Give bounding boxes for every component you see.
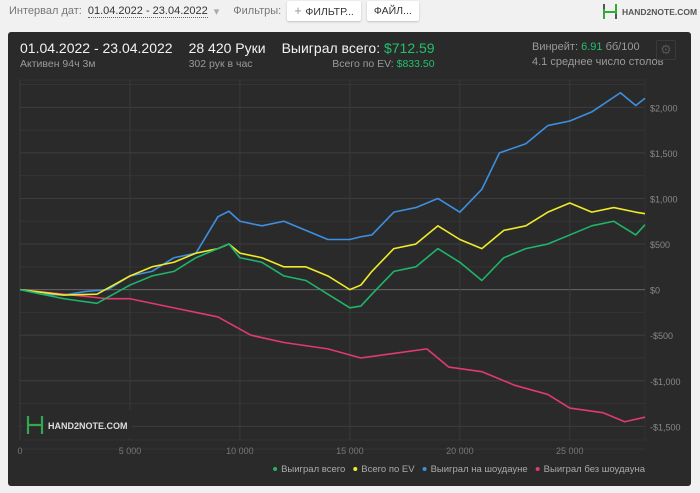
y-tick-label: $0 (650, 286, 660, 296)
chart: -$1,500 -$1,000 -$500 $0 $500 $1,000 $1,500 $2,… (17, 79, 681, 475)
x-tick-label: 25 000 (556, 446, 584, 456)
winrate-unit: бб/100 (605, 41, 640, 53)
hands-block: 28 420 Руки 302 рук в час (189, 40, 266, 70)
y-tick-label: $2,000 (650, 103, 678, 113)
hands-count: 28 420 Руки (188, 40, 266, 56)
ev-total: Всего по EV: $833.50 (332, 58, 434, 70)
legend-marker (273, 467, 278, 471)
series-line (19, 288, 646, 423)
won-total: Выиграл всего: $712.59 (282, 40, 435, 56)
summary-row: 01.04.2022 - 23.04.2022 Активен 94ч 3м 2… (20, 40, 435, 70)
legend-item-label: Выиграл без шоудауна (544, 464, 646, 475)
legend-marker (535, 467, 540, 471)
y-tick-label: $500 (650, 240, 670, 250)
legend-item-label: Выиграл всего (281, 464, 345, 475)
x-tick-label: 20 000 (446, 446, 474, 456)
add-filter-button[interactable]: + ФИЛЬТР... (287, 1, 361, 21)
toolbar: Интервал дат: 01.04.2022 - 23.04.2022 ▾ … (0, 0, 700, 28)
ev-label: Всего по EV: (332, 58, 394, 70)
winrate-value: 6.91 (581, 41, 603, 53)
plus-icon: + (294, 3, 306, 18)
won-label: Выиграл всего: (281, 40, 381, 56)
date-block: 01.04.2022 - 23.04.2022 Активен 94ч 3м (20, 40, 173, 70)
series-line (19, 91, 646, 296)
logo-text: HAND2NOTE.COM (622, 7, 698, 17)
settings-gear-icon[interactable]: ⚙ (656, 40, 676, 60)
winrate: Винрейт: 6.91 бб/100 (532, 41, 640, 53)
winrate-label: Винрейт: (532, 41, 579, 53)
hand2note-logo-icon (603, 4, 617, 19)
series-line (19, 202, 646, 296)
filters-label: Фильтры: (233, 5, 282, 17)
hands-per-hour: 302 рук в час (188, 58, 253, 70)
ev-value: $833.50 (396, 58, 435, 70)
x-tick-label: 10 000 (226, 446, 254, 456)
plot-area (19, 79, 646, 441)
y-tick-label: $1,000 (650, 194, 678, 204)
date-interval-select[interactable]: 01.04.2022 - 23.04.2022 (87, 4, 208, 18)
y-tick-label: -$1,500 (650, 422, 681, 432)
interval-label: Интервал дат: (9, 5, 82, 17)
won-block: Выиграл всего: $712.59 Всего по EV: $833… (282, 40, 435, 70)
y-tick-label: $1,500 (650, 149, 678, 159)
y-tick-label: -$500 (650, 331, 673, 341)
active-time: Активен 94ч 3м (20, 58, 96, 70)
toolbar-row: Интервал дат: 01.04.2022 - 23.04.2022 ▾ … (9, 0, 419, 22)
legend-item-label: Выиграл на шоудауне (431, 464, 528, 475)
chevron-down-icon[interactable]: ▾ (213, 5, 220, 18)
x-tick-label: 0 (17, 446, 22, 456)
watermark-text: HAND2NOTE.COM (48, 421, 128, 431)
legend-item-label: Всего по EV (361, 464, 415, 475)
date-range: 01.04.2022 - 23.04.2022 (20, 40, 173, 56)
x-tick-label: 5 000 (119, 446, 142, 456)
x-tick-label: 15 000 (336, 446, 364, 456)
watermark-logo-icon (26, 416, 44, 434)
stats-panel: 01.04.2022 - 23.04.2022 Активен 94ч 3м 2… (8, 32, 691, 486)
y-tick-label: -$1,000 (650, 377, 681, 387)
avg-tables: 4.1 среднее число столов (532, 56, 664, 68)
won-value: $712.59 (383, 40, 435, 56)
series-line (19, 220, 646, 309)
legend-marker (422, 467, 427, 471)
file-button[interactable]: ФАЙЛ... (366, 1, 419, 21)
legend-marker (353, 467, 358, 471)
add-filter-label: ФИЛЬТР... (305, 6, 354, 18)
